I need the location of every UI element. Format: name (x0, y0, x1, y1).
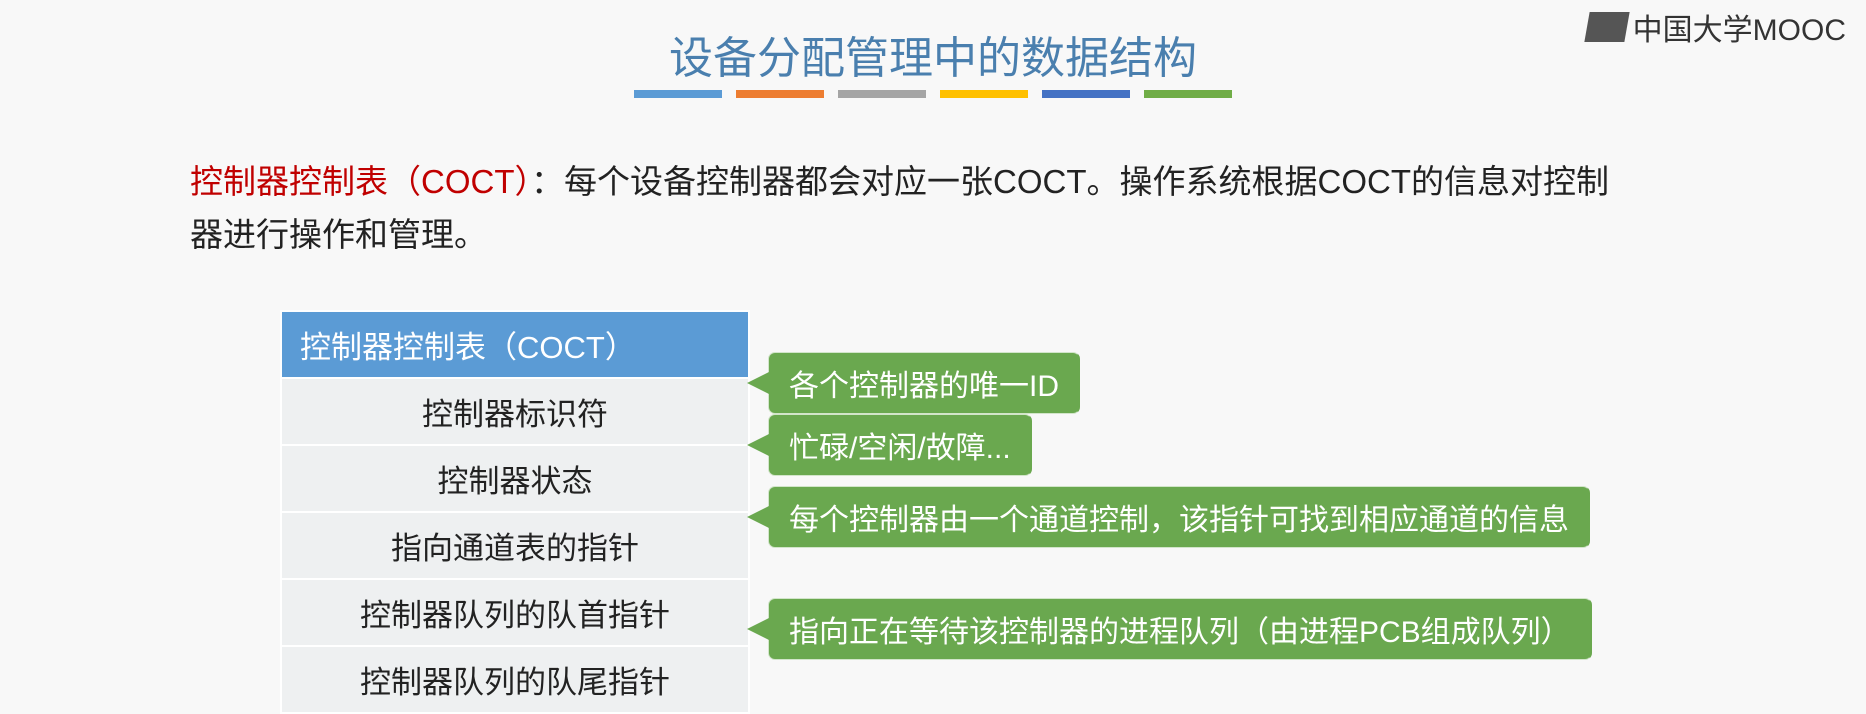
annotation-callout: 忙碌/空闲/故障... (768, 414, 1032, 476)
title-underline (634, 90, 1232, 98)
page-title: 设备分配管理中的数据结构 (0, 22, 1866, 86)
coct-table: 控制器控制表（COCT） 控制器标识符控制器状态指向通道表的指针控制器队列的队首… (280, 310, 750, 714)
description: 控制器控制表（COCT）：每个设备控制器都会对应一张COCT。操作系统根据COC… (190, 156, 1626, 262)
underline-segment (1042, 90, 1130, 98)
desc-term: 控制器控制表（COCT） (190, 163, 531, 200)
annotation-callout: 每个控制器由一个通道控制，该指针可找到相应通道的信息 (768, 486, 1590, 548)
table-row: 控制器队列的队尾指针 (281, 646, 749, 713)
annotation-callout: 各个控制器的唯一ID (768, 352, 1080, 414)
table-row: 控制器队列的队首指针 (281, 579, 749, 646)
table-header: 控制器控制表（COCT） (281, 311, 749, 378)
annotation-callout: 指向正在等待该控制器的进程队列（由进程PCB组成队列） (768, 598, 1592, 660)
table-row: 控制器状态 (281, 445, 749, 512)
underline-segment (736, 90, 824, 98)
underline-segment (634, 90, 722, 98)
underline-segment (940, 90, 1028, 98)
table-row: 控制器标识符 (281, 378, 749, 445)
underline-segment (1144, 90, 1232, 98)
table-row: 指向通道表的指针 (281, 512, 749, 579)
coct-diagram: 控制器控制表（COCT） 控制器标识符控制器状态指向通道表的指针控制器队列的队首… (280, 310, 750, 714)
underline-segment (838, 90, 926, 98)
